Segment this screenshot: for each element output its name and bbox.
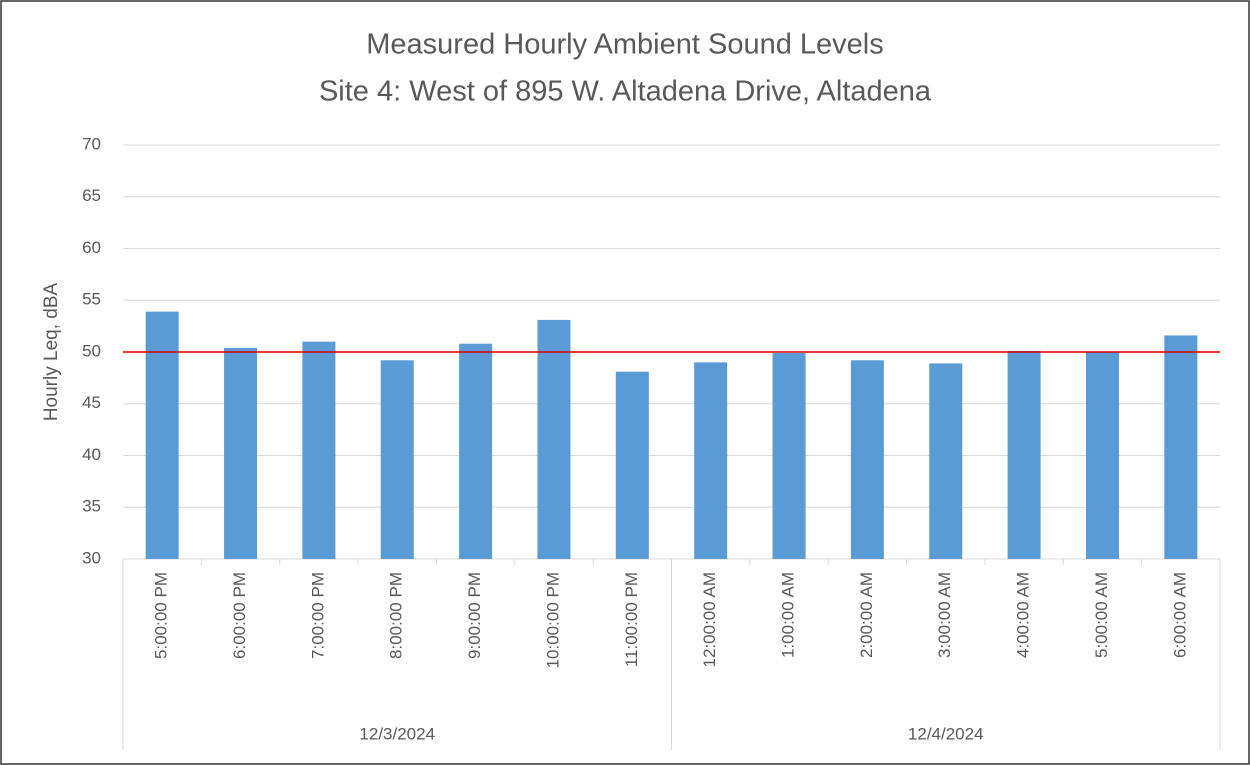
x-tick-label: 10:00:00 PM	[543, 572, 562, 668]
bar	[224, 347, 258, 559]
bar	[459, 343, 493, 559]
x-tick-label: 6:00:00 AM	[1170, 572, 1189, 658]
y-tick-label: 55	[82, 290, 101, 309]
y-tick-label: 70	[82, 134, 101, 153]
x-tick-label: 3:00:00 AM	[935, 572, 954, 658]
y-tick-label: 35	[82, 497, 101, 516]
x-tick-label: 1:00:00 AM	[779, 572, 798, 658]
bar	[929, 363, 963, 559]
group-label: 12/4/2024	[908, 724, 984, 743]
y-tick-label: 50	[82, 341, 101, 360]
chart-title: Measured Hourly Ambient Sound Levels	[366, 29, 883, 61]
bar	[145, 311, 179, 559]
bar	[1164, 335, 1198, 559]
x-tick-label: 5:00:00 AM	[1092, 572, 1111, 658]
bar	[772, 353, 806, 559]
y-tick-label: 40	[82, 445, 101, 464]
y-tick-label: 65	[82, 186, 101, 205]
group-label: 12/3/2024	[359, 724, 435, 743]
x-tick-label: 8:00:00 PM	[387, 572, 406, 659]
bar	[850, 360, 884, 559]
bar	[1085, 352, 1119, 559]
x-tick-label: 12:00:00 AM	[700, 572, 719, 667]
y-tick-label: 60	[82, 238, 101, 257]
bar	[380, 360, 414, 559]
bar	[537, 319, 571, 559]
bar	[694, 362, 728, 559]
y-tick-label: 45	[82, 393, 101, 412]
x-tick-label: 6:00:00 PM	[230, 572, 249, 659]
x-tick-label: 9:00:00 PM	[465, 572, 484, 659]
x-tick-label: 7:00:00 PM	[308, 572, 327, 659]
bar	[1007, 350, 1041, 559]
x-tick-label: 5:00:00 PM	[152, 572, 171, 659]
bar	[302, 341, 336, 559]
bar	[615, 371, 649, 559]
chart-subtitle: Site 4: West of 895 W. Altadena Drive, A…	[319, 76, 932, 108]
y-tick-label: 30	[82, 548, 101, 567]
y-axis-label: Hourly Leq, dBA	[41, 282, 62, 421]
x-tick-label: 11:00:00 PM	[622, 572, 641, 667]
x-tick-label: 2:00:00 AM	[857, 572, 876, 658]
x-tick-label: 4:00:00 AM	[1014, 572, 1033, 658]
